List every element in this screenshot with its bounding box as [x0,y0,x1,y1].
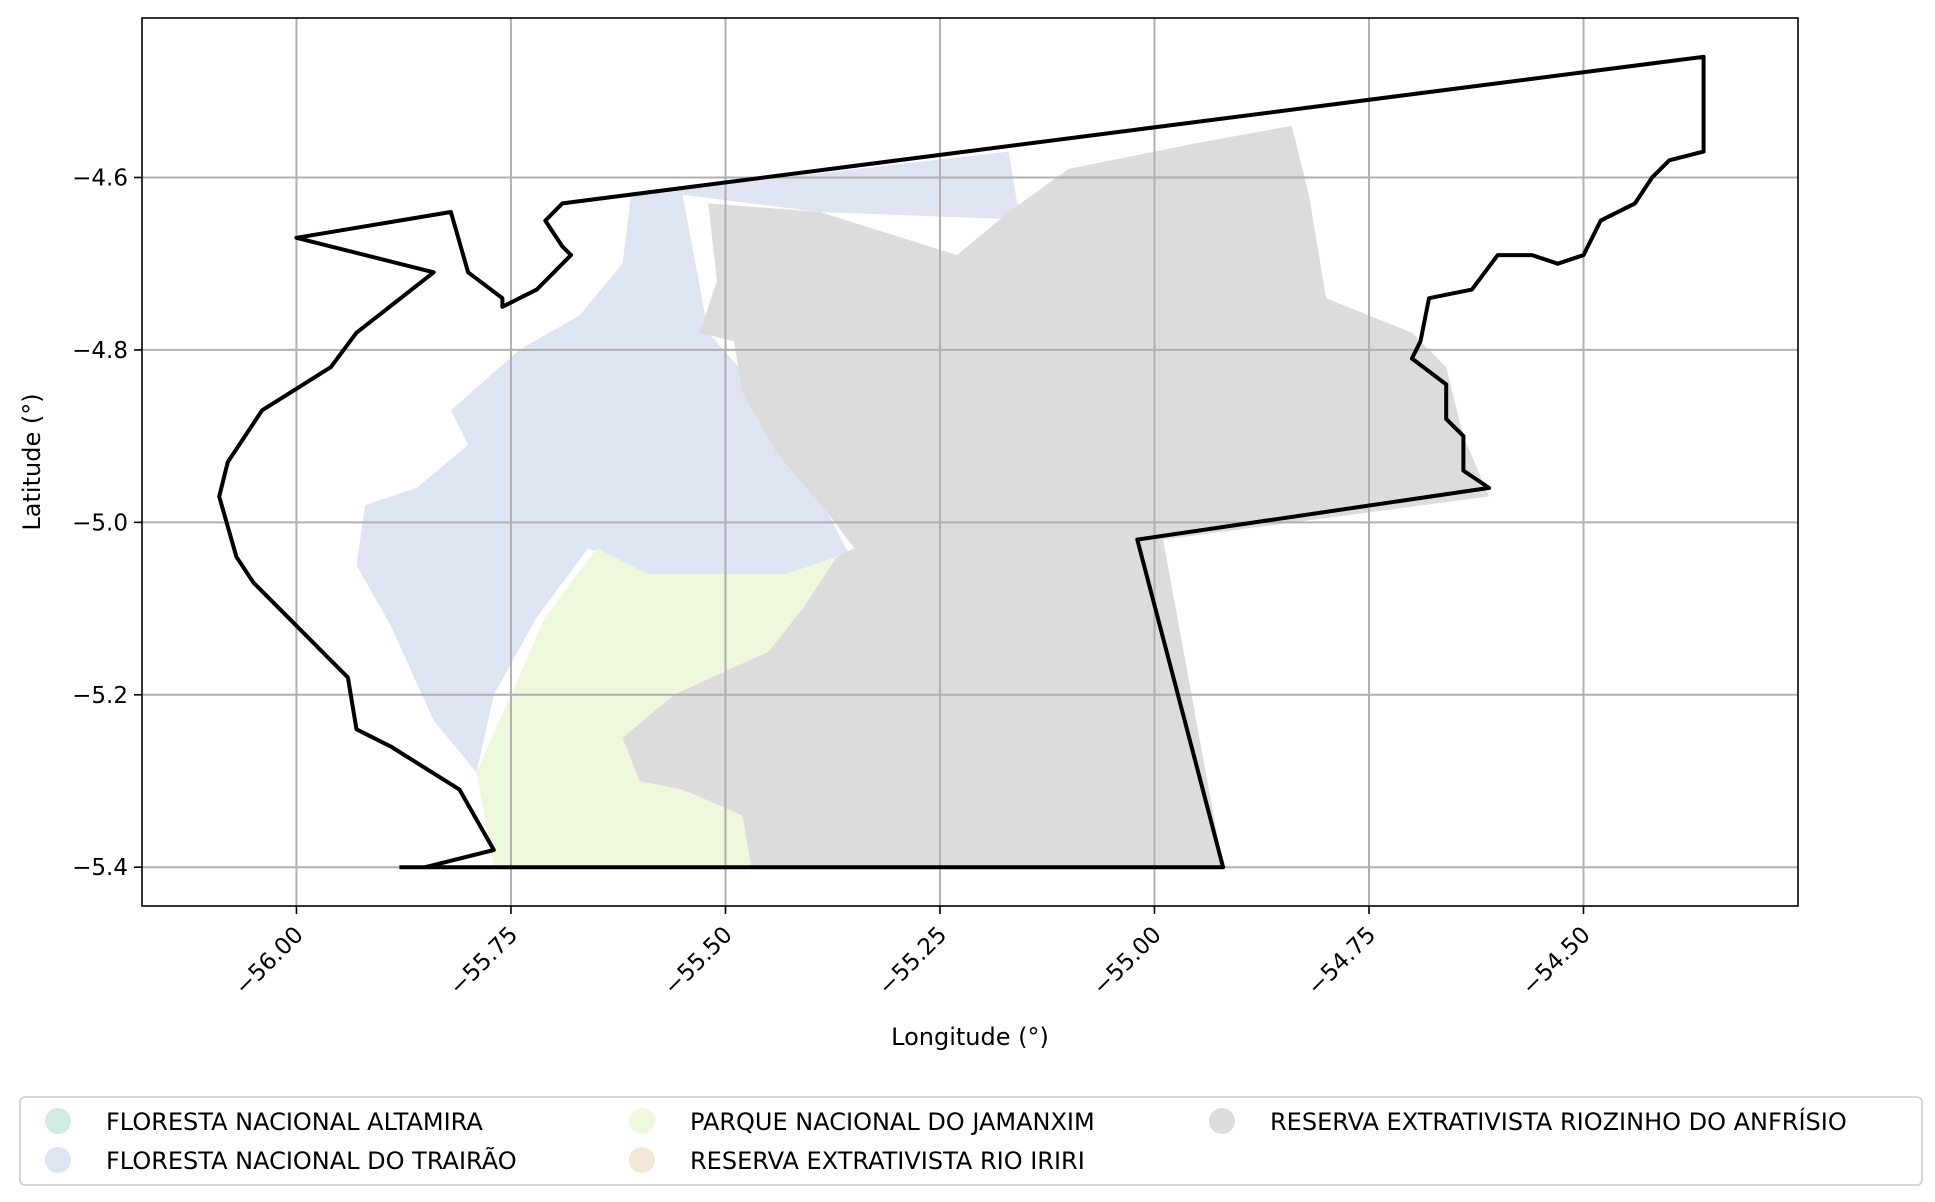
region-floresta-nacional-do-trairao [356,151,1052,773]
protected-areas-layer [356,125,1490,868]
legend-entries: FLORESTA NACIONAL ALTAMIRA FLORESTA NACIO… [45,1107,1847,1175]
legend-label: RESERVA EXTRATIVISTA RIOZINHO DO ANFRÍSI… [1270,1107,1847,1136]
x-tick-label: −56.00 [230,922,309,1001]
legend-entry-parque-nacional-do-jamanxim: PARQUE NACIONAL DO JAMANXIM [629,1108,1095,1136]
x-axis-title: Longitude (°) [891,1023,1049,1051]
legend-label: FLORESTA NACIONAL ALTAMIRA [106,1108,483,1136]
region-reserva-extrativista-riozinho-do-anfrisio [622,125,1490,868]
legend-entry-floresta-nacional-altamira: FLORESTA NACIONAL ALTAMIRA [45,1108,483,1136]
legend-entry-reserva-extrativista-rio-iriri: RESERVA EXTRATIVISTA RIO IRIRI [629,1147,1085,1175]
grid-lines [142,18,1798,906]
x-tick-label: −55.50 [659,922,738,1001]
legend: FLORESTA NACIONAL ALTAMIRA FLORESTA NACIO… [19,1096,1923,1186]
x-axis-ticks: −56.00 −55.75 −55.50 −55.25 −55.00 −54.75 −54.… [230,906,1596,1000]
x-tick-label: −55.75 [445,922,524,1001]
legend-marker [45,1108,71,1134]
legend-label: PARQUE NACIONAL DO JAMANXIM [690,1108,1095,1136]
y-tick-label: −4.6 [72,165,128,191]
y-tick-label: −5.2 [72,683,128,709]
region-parque-nacional-do-jamanxim [476,548,837,868]
axes-frame [141,17,1799,907]
legend-marker [45,1147,71,1173]
x-tick-label: −55.00 [1088,922,1167,1001]
x-tick-label: −54.50 [1517,922,1596,1001]
y-axis-title: Latitude (°) [18,393,46,530]
x-tick-label: −55.25 [874,922,953,1001]
boundary-outline [217,54,1706,870]
legend-frame [19,1096,1923,1186]
x-tick-label: −54.75 [1303,922,1382,1001]
y-tick-label: −5.4 [72,855,128,881]
y-axis-ticks: −4.6 −4.8 −5.0 −5.2 −5.4 [72,165,142,881]
legend-label: RESERVA EXTRATIVISTA RIO IRIRI [690,1147,1085,1175]
legend-label: FLORESTA NACIONAL DO TRAIRÃO [106,1145,517,1175]
legend-marker [1209,1108,1235,1134]
legend-entry-floresta-nacional-do-trairao: FLORESTA NACIONAL DO TRAIRÃO [45,1145,517,1175]
y-tick-label: −4.8 [72,338,128,364]
legend-marker [629,1147,655,1173]
legend-entry-reserva-extrativista-riozinho-do-anfrisio: RESERVA EXTRATIVISTA RIOZINHO DO ANFRÍSI… [1209,1107,1847,1136]
legend-marker [629,1108,655,1134]
y-tick-label: −5.0 [72,510,128,536]
